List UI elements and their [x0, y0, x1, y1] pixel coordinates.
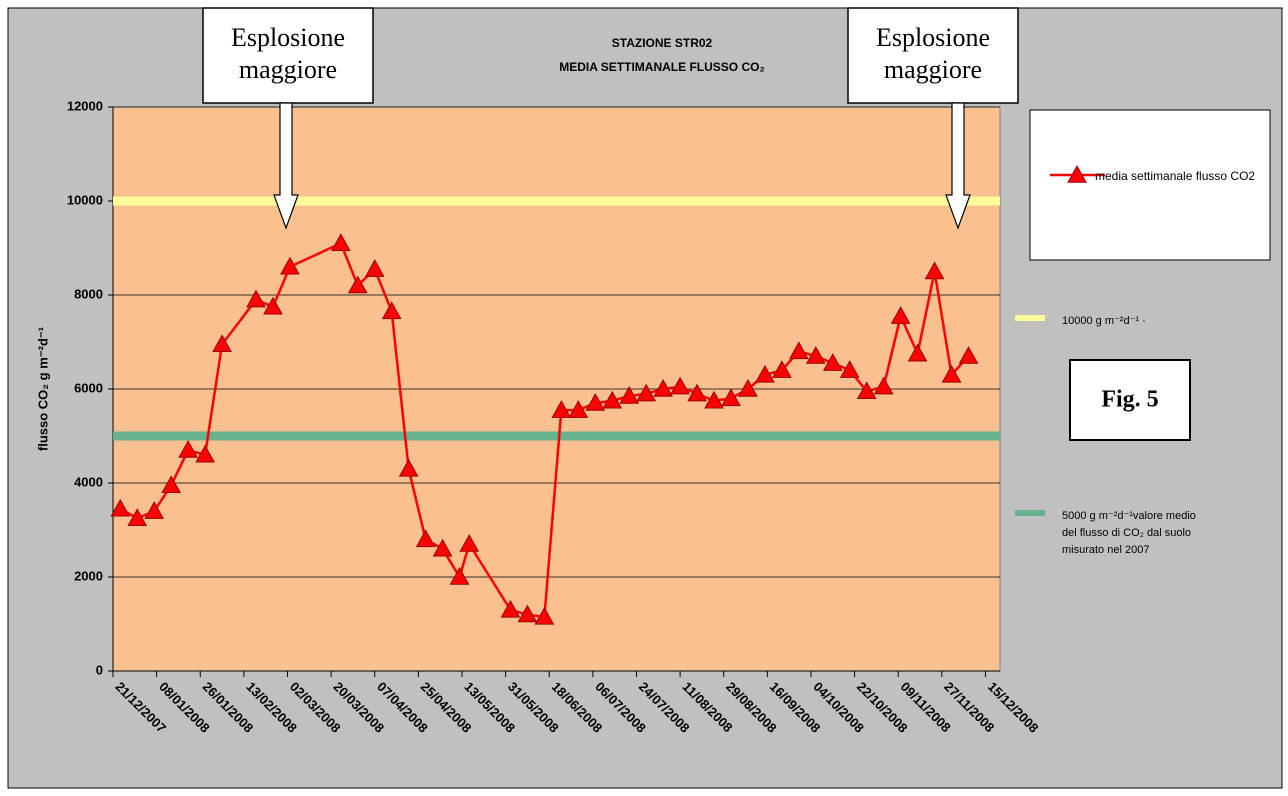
data-point	[687, 383, 707, 402]
data-point	[805, 346, 826, 364]
data-point	[602, 390, 623, 409]
legend-marker	[1067, 164, 1087, 183]
y-tick-label: 6000	[74, 380, 103, 395]
data-point	[789, 341, 809, 360]
y-tick-label: 8000	[74, 286, 103, 301]
y-tick-label: 10000	[67, 192, 103, 207]
legend-label: del flusso di CO₂ dal suolo	[1062, 527, 1191, 539]
legend-label: 5000 g m⁻²d⁻¹valore medio	[1062, 510, 1196, 522]
figure-label: Fig. 5	[1101, 387, 1158, 413]
data-point	[263, 296, 283, 315]
data-point	[738, 378, 758, 397]
data-point	[415, 529, 436, 548]
data-point	[856, 381, 877, 400]
y-tick-label: 12000	[67, 98, 103, 113]
annotation-text: Esplosione maggiore	[876, 23, 990, 84]
data-point	[755, 364, 775, 383]
y-tick-label: 0	[96, 662, 103, 677]
data-point	[398, 458, 419, 477]
data-point	[772, 360, 792, 378]
data-point	[670, 376, 690, 395]
figure-label-box	[1069, 359, 1191, 441]
data-point	[280, 256, 300, 275]
y-tick-label: 2000	[74, 568, 103, 583]
data-point	[347, 275, 368, 294]
data-point	[619, 386, 640, 404]
data-point	[500, 599, 521, 618]
data-point	[459, 534, 480, 552]
data-point	[381, 301, 402, 320]
legend-label: 10000 g m⁻²d⁻¹ ·	[1062, 315, 1146, 327]
data-point	[924, 261, 945, 280]
data-point	[449, 566, 470, 585]
data-point	[195, 444, 215, 463]
data-point	[212, 334, 232, 353]
annotation-arrow	[945, 102, 971, 230]
chart-title: STAZIONE STR02	[612, 36, 713, 50]
data-point	[585, 393, 606, 411]
data-point	[839, 360, 860, 378]
legend-label: media settimanale flusso CO2	[1095, 169, 1255, 183]
data-point	[568, 400, 589, 418]
data-point	[907, 343, 928, 362]
data-point	[822, 353, 843, 371]
chart-subtitle: MEDIA SETTIMANALE FLUSSO CO₂	[559, 60, 765, 74]
legend-label: misurato nel 2007	[1062, 544, 1149, 556]
data-point	[364, 259, 385, 277]
annotation-box	[847, 7, 1019, 104]
annotation-text: Esplosione maggiore	[231, 23, 345, 84]
annotation-arrow	[273, 102, 299, 230]
data-point	[517, 604, 538, 623]
data-point	[110, 498, 131, 517]
data-point	[653, 378, 673, 397]
data-point	[721, 388, 741, 407]
y-axis-label: flusso CO₂ g m⁻²d⁻¹	[35, 327, 50, 451]
data-point	[432, 538, 453, 557]
data-point	[127, 508, 148, 526]
data-point	[551, 400, 572, 418]
data-point	[330, 233, 351, 251]
data-point	[178, 440, 198, 458]
legend-box	[1029, 109, 1271, 261]
data-point	[941, 364, 962, 383]
data-point	[534, 606, 555, 625]
data-point	[704, 390, 724, 409]
data-point	[636, 383, 657, 402]
data-point	[873, 376, 894, 395]
data-point	[161, 475, 182, 494]
data-point	[890, 306, 911, 324]
data-point	[246, 289, 266, 308]
y-tick-label: 4000	[74, 474, 103, 489]
data-point	[144, 501, 165, 519]
annotation-box	[202, 7, 374, 104]
data-point	[958, 346, 979, 364]
